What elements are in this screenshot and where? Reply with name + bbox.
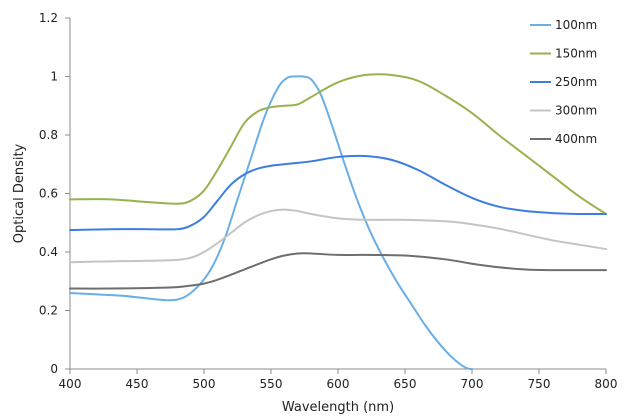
legend-label-300nm: 300nm xyxy=(555,104,597,118)
series-line-300nm xyxy=(69,208,607,264)
y-tick-label: 0.2 xyxy=(39,304,58,318)
x-tick-label: 450 xyxy=(126,377,149,391)
legend: 100nm 150nm 250nm 300nm 400nm xyxy=(530,18,597,146)
x-tick-label: 750 xyxy=(528,377,551,391)
y-tick-label: 1 xyxy=(50,70,58,84)
legend-label-150nm: 150nm xyxy=(555,47,597,61)
y-tick-label: 0.6 xyxy=(39,187,58,201)
legend-label-250nm: 250nm xyxy=(555,75,597,89)
series-layer xyxy=(69,73,607,370)
x-tick-label: 650 xyxy=(394,377,417,391)
x-tick-label: 600 xyxy=(327,377,350,391)
legend-label-400nm: 400nm xyxy=(555,132,597,146)
y-tick-label: 1.2 xyxy=(39,11,58,25)
y-tick-label: 0 xyxy=(50,362,58,376)
series-line-250nm xyxy=(69,154,607,232)
x-tick-label: 700 xyxy=(461,377,484,391)
y-axis-title: Optical Density xyxy=(12,143,27,243)
x-tick-label: 500 xyxy=(193,377,216,391)
y-tick-label: 0.8 xyxy=(39,128,58,142)
legend-label-100nm: 100nm xyxy=(555,18,597,32)
x-tick-label: 400 xyxy=(59,377,82,391)
y-tick-label: 0.4 xyxy=(39,245,58,259)
series-line-100nm xyxy=(69,75,473,370)
x-tick-label: 550 xyxy=(260,377,283,391)
x-tick-label: 800 xyxy=(595,377,618,391)
series-line-150nm xyxy=(69,73,607,215)
x-axis-title: Wavelength (nm) xyxy=(282,400,394,415)
axes: 400 450 500 550 600 650 700 750 800 0 0.2 0.4 0.6 0.8… xyxy=(39,11,618,391)
series-line-400nm xyxy=(69,252,607,290)
